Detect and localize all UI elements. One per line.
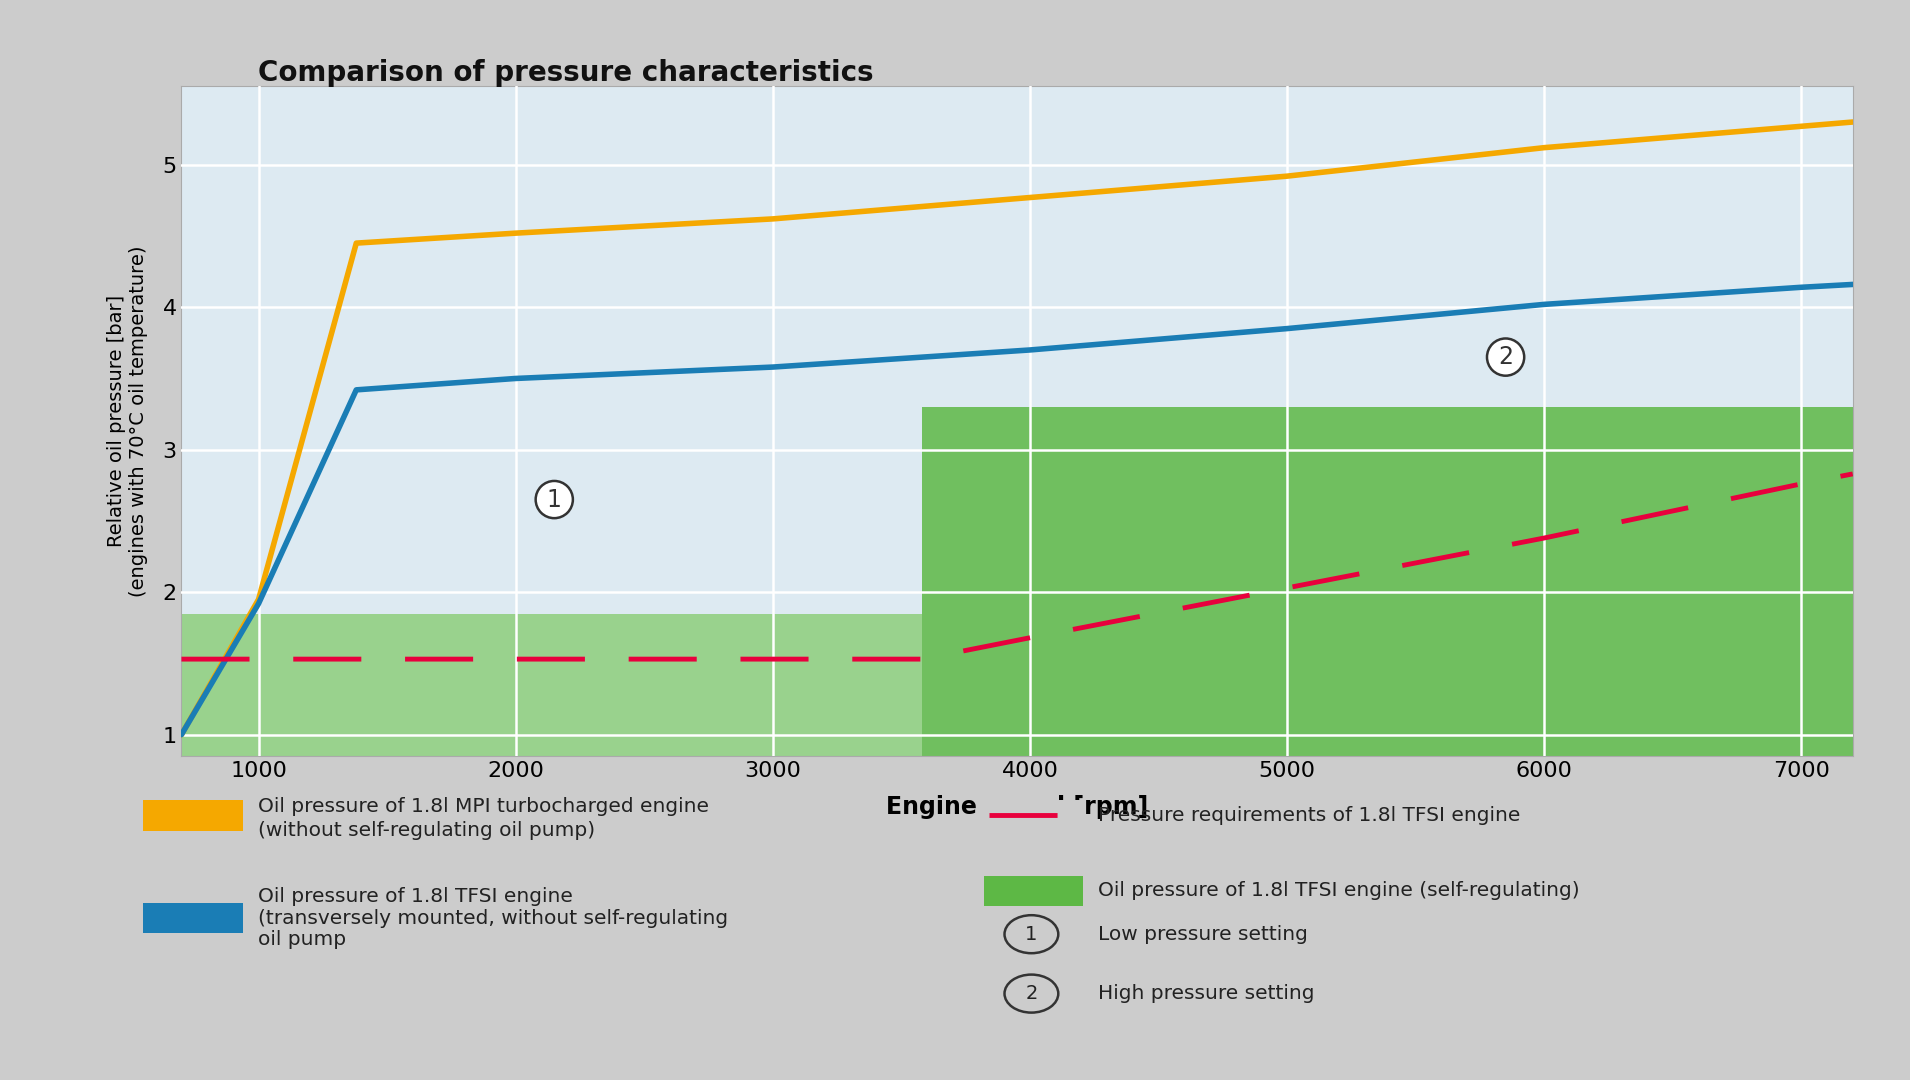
Text: 2: 2	[1497, 346, 1513, 369]
Y-axis label: Relative oil pressure [bar]
(engines with 70°C oil temperature): Relative oil pressure [bar] (engines wit…	[107, 245, 149, 597]
Text: Oil pressure of 1.8l TFSI engine: Oil pressure of 1.8l TFSI engine	[258, 887, 573, 906]
Text: (without self-regulating oil pump): (without self-regulating oil pump)	[258, 821, 596, 840]
X-axis label: Engine speed [rpm]: Engine speed [rpm]	[886, 795, 1148, 819]
Bar	[181, 613, 923, 756]
Text: Pressure requirements of 1.8l TFSI engine: Pressure requirements of 1.8l TFSI engin…	[1098, 806, 1520, 825]
Text: Oil pressure of 1.8l TFSI engine (self-regulating): Oil pressure of 1.8l TFSI engine (self-r…	[1098, 881, 1580, 901]
Text: 2: 2	[1026, 984, 1037, 1003]
Text: (transversely mounted, without self-regulating: (transversely mounted, without self-regu…	[258, 908, 728, 928]
Text: oil pump: oil pump	[258, 930, 346, 949]
Text: 1: 1	[546, 487, 562, 512]
Bar	[923, 407, 1853, 756]
Text: Oil pressure of 1.8l MPI turbocharged engine: Oil pressure of 1.8l MPI turbocharged en…	[258, 797, 709, 816]
Text: 1: 1	[1026, 924, 1037, 944]
Text: High pressure setting: High pressure setting	[1098, 984, 1314, 1003]
Text: Low pressure setting: Low pressure setting	[1098, 924, 1308, 944]
Text: Comparison of pressure characteristics: Comparison of pressure characteristics	[258, 59, 873, 87]
